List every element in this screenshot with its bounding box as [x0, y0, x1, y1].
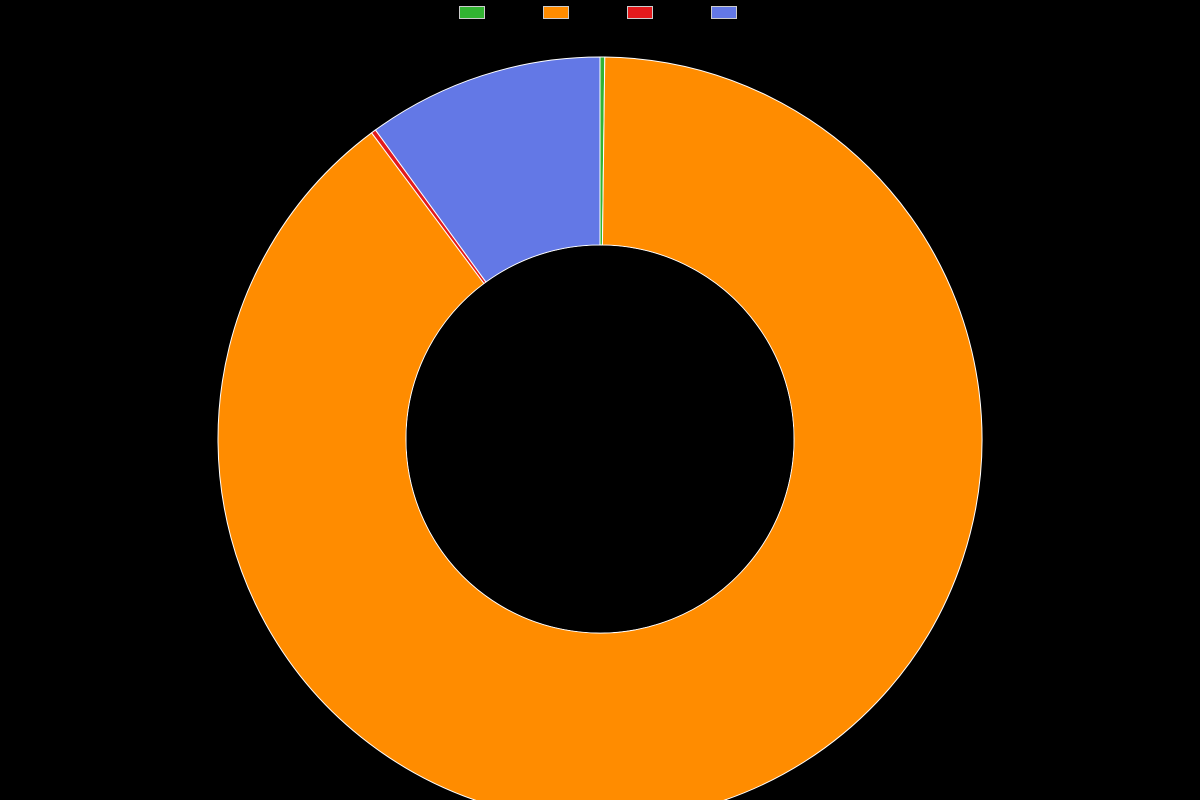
legend-item-1 — [543, 6, 573, 19]
legend-swatch-3 — [711, 6, 737, 19]
legend-item-0 — [459, 6, 489, 19]
legend-swatch-1 — [543, 6, 569, 19]
donut-chart-container — [0, 26, 1200, 800]
legend-swatch-2 — [627, 6, 653, 19]
legend-item-2 — [627, 6, 657, 19]
chart-legend — [0, 6, 1200, 19]
chart-page — [0, 0, 1200, 800]
donut-hole — [407, 246, 794, 633]
legend-item-3 — [711, 6, 741, 19]
donut-chart — [0, 26, 1200, 800]
legend-swatch-0 — [459, 6, 485, 19]
